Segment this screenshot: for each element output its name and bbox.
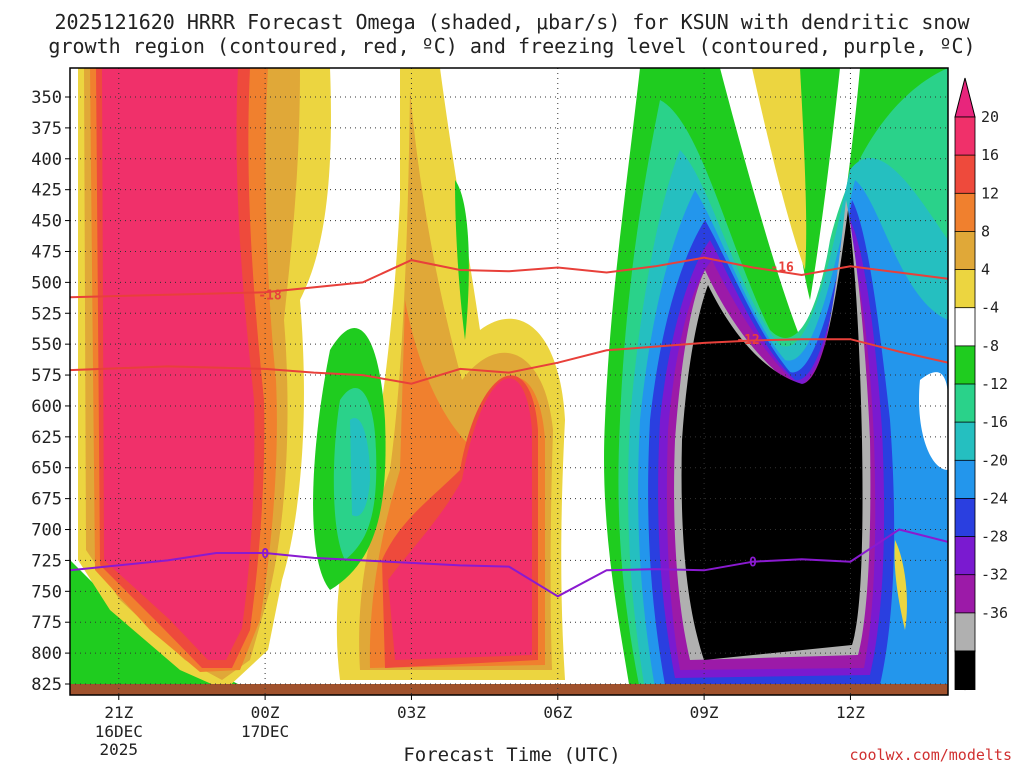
colorbar-swatch-1 bbox=[954, 154, 976, 195]
source-credit: coolwx.com/modelts bbox=[849, 746, 1012, 764]
x-tick-label-21Z: 21Z bbox=[104, 703, 133, 722]
contour-label-4: 0 bbox=[749, 556, 757, 571]
y-tick-label-475: 475 bbox=[31, 242, 62, 262]
colorbar-swatch-8 bbox=[954, 421, 976, 462]
contour-line-0 bbox=[70, 256, 948, 299]
y-tick-label-425: 425 bbox=[31, 181, 62, 201]
omega-sinking-right-yellow-gap bbox=[752, 68, 807, 270]
contour-label-1: -16 bbox=[770, 260, 794, 275]
x-tick-date-21Z: 16DEC bbox=[95, 722, 143, 741]
y-tick-label-700: 700 bbox=[31, 521, 62, 541]
colorbar-label-3: 8 bbox=[981, 222, 990, 240]
y-tick-label-825: 825 bbox=[31, 675, 62, 695]
colorbar-label-0: 20 bbox=[981, 108, 999, 126]
colorbar-label-10: -24 bbox=[981, 489, 1008, 507]
omega-sinking-mid-cyan bbox=[350, 418, 370, 517]
colorbar-top-arrow bbox=[954, 77, 976, 118]
omega-plume-left-outer bbox=[70, 560, 250, 690]
y-tick-label-550: 550 bbox=[31, 335, 62, 355]
colorbar-swatch-5 bbox=[954, 307, 976, 347]
x-tick-label-00Z: 00Z bbox=[251, 703, 280, 722]
colorbar-label-6: -8 bbox=[981, 337, 999, 355]
y-tick-label-375: 375 bbox=[31, 119, 62, 139]
contour-line-1 bbox=[70, 338, 948, 385]
contour-line-2 bbox=[70, 528, 948, 598]
colorbar-label-4: 4 bbox=[981, 261, 990, 279]
y-axis-pressure: 350 375 400 425 450 475 500 525 550 575 600 625 650 6… bbox=[31, 88, 70, 695]
colorbar-swatch-2 bbox=[954, 192, 976, 233]
colorbar-label-12: -32 bbox=[981, 566, 1008, 584]
y-tick-label-400: 400 bbox=[31, 150, 62, 170]
omega-sinking-right-black bbox=[681, 210, 863, 660]
y-tick-label-800: 800 bbox=[31, 644, 62, 664]
x-tick-label-09Z: 09Z bbox=[690, 703, 719, 722]
colorbar-label-9: -20 bbox=[981, 451, 1008, 469]
y-tick-label-600: 600 bbox=[31, 397, 62, 417]
omega-far-right-white bbox=[919, 372, 948, 470]
y-tick-label-525: 525 bbox=[31, 304, 62, 324]
omega-sinking-green-streak bbox=[455, 180, 469, 340]
colorbar-swatch-6 bbox=[954, 345, 976, 385]
contour-label-0: -18 bbox=[258, 289, 282, 304]
omega-plume-left-pink bbox=[102, 68, 255, 660]
colorbar-swatch-10 bbox=[954, 497, 976, 538]
omega-colorbar: 20 16 12 8 4 -4 -8 -12 -16 -20 -24 -28 -32 -36 bbox=[954, 77, 1008, 691]
y-tick-label-350: 350 bbox=[31, 88, 62, 108]
x-tick-date-00Z: 17DEC bbox=[241, 722, 289, 741]
chart-title-line-2: growth region (contoured, red, ºC) and f… bbox=[48, 34, 976, 58]
colorbar-swatch-7 bbox=[954, 383, 976, 423]
colorbar-swatch-3 bbox=[954, 230, 976, 271]
omega-shaded-field bbox=[70, 68, 948, 695]
x-tick-label-06Z: 06Z bbox=[543, 703, 572, 722]
y-tick-label-450: 450 bbox=[31, 212, 62, 232]
colorbar-label-13: -36 bbox=[981, 604, 1008, 622]
colorbar-bottom-arrow bbox=[954, 650, 976, 691]
colorbar-swatch-11 bbox=[954, 536, 976, 576]
colorbar-swatch-4 bbox=[954, 269, 976, 309]
x-tick-year-21Z: 2025 bbox=[100, 740, 139, 759]
omega-far-right-yellow bbox=[894, 540, 907, 630]
colorbar-label-2: 12 bbox=[981, 184, 999, 202]
plot-frame bbox=[69, 67, 949, 696]
colorbar-label-7: -12 bbox=[981, 375, 1008, 393]
colorbar-swatch-13 bbox=[954, 612, 976, 652]
omega-plume-mid-pink bbox=[388, 378, 532, 660]
x-axis-title: Forecast Time (UTC) bbox=[403, 744, 621, 766]
contour-label-3: 0 bbox=[261, 547, 269, 562]
colorbar-swatch-9 bbox=[954, 459, 976, 500]
y-tick-label-500: 500 bbox=[31, 273, 62, 293]
y-tick-label-625: 625 bbox=[31, 428, 62, 448]
colorbar-label-11: -28 bbox=[981, 528, 1008, 546]
y-tick-label-650: 650 bbox=[31, 459, 62, 479]
chart-title-line-1: 2025121620 HRRR Forecast Omega (shaded, … bbox=[54, 10, 970, 34]
temperature-contours bbox=[70, 256, 948, 598]
colorbar-label-1: 16 bbox=[981, 146, 999, 164]
contour-label-2: -12 bbox=[736, 333, 759, 348]
y-tick-label-575: 575 bbox=[31, 366, 62, 386]
x-tick-label-03Z: 03Z bbox=[397, 703, 426, 722]
y-tick-label-675: 675 bbox=[31, 490, 62, 510]
y-tick-label-775: 775 bbox=[31, 613, 62, 633]
colorbar-label-5: -4 bbox=[981, 299, 999, 317]
colorbar-label-8: -16 bbox=[981, 413, 1008, 431]
terrain-ground bbox=[70, 684, 948, 695]
colorbar-swatch-0 bbox=[954, 116, 976, 156]
y-tick-label-725: 725 bbox=[31, 551, 62, 571]
x-tick-label-12Z: 12Z bbox=[836, 703, 865, 722]
y-tick-label-750: 750 bbox=[31, 582, 62, 602]
colorbar-swatch-12 bbox=[954, 574, 976, 614]
temperature-contour-labels: -18 -16 -12 0 0 bbox=[258, 260, 794, 570]
